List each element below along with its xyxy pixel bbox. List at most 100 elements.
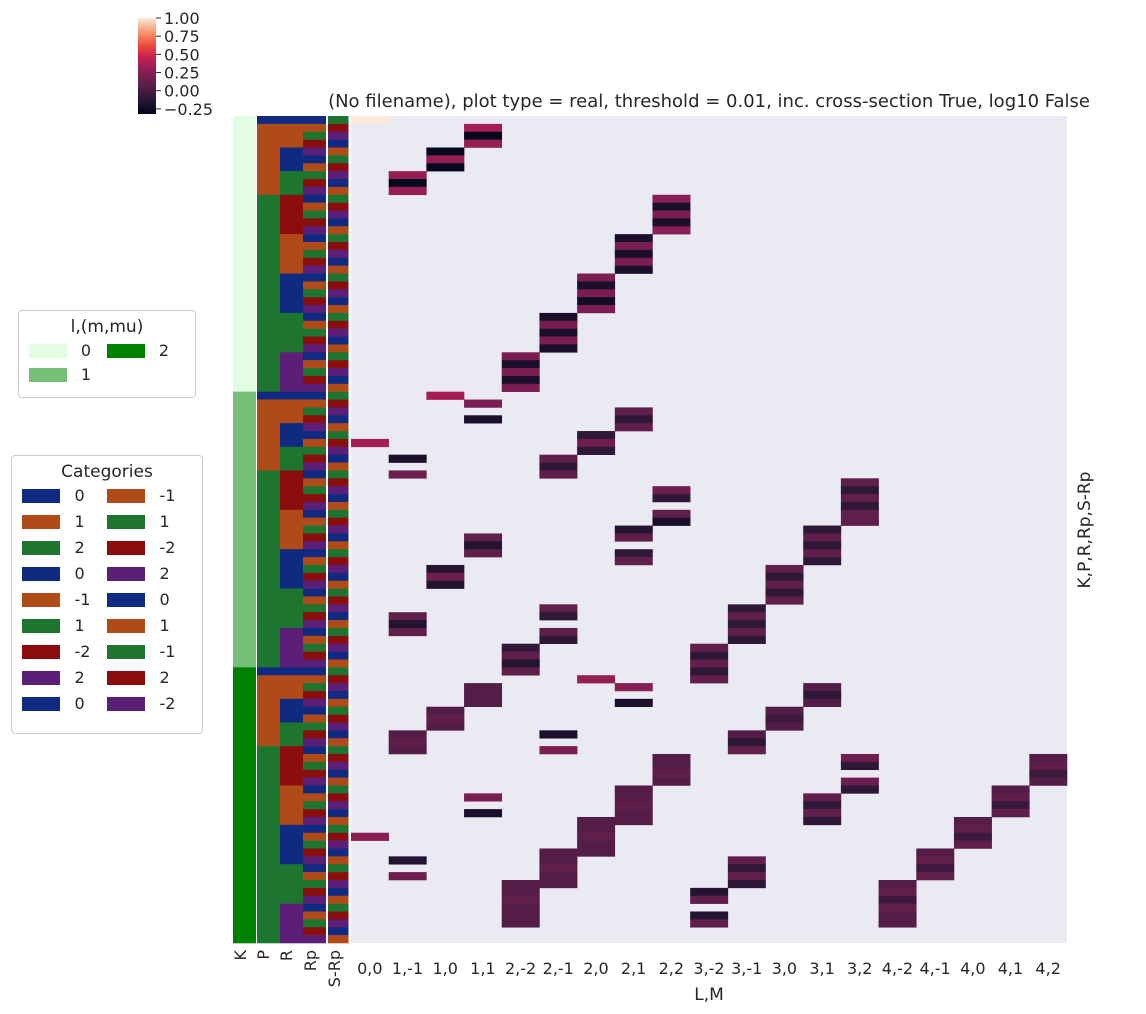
row-strip-Rp [303,423,326,432]
legend-category-swatch [22,540,60,555]
row-strip-Rp [303,793,326,802]
heatmap-cell [652,753,691,763]
row-strip-Rp [303,486,326,495]
row-strip-Rp [303,549,326,558]
row-strip-Rp [303,541,326,550]
heatmap-cell [464,415,503,424]
row-strip-R [280,171,303,196]
heatmap-cell [803,683,842,692]
row-strip-S-Rp [328,289,350,298]
row-strip-P [257,675,280,747]
row-strip-S-Rp [328,525,350,534]
colorbar-tick-label: 0.50 [164,45,200,64]
heatmap-cell [803,557,842,566]
heatmap-cell [577,438,616,448]
row-strip-R [280,722,303,747]
heatmap-cell [614,249,653,259]
heatmap-cell [539,470,578,479]
heatmap-cell [803,690,842,700]
heatmap-cell [614,242,653,251]
row-strip-S-Rp [328,297,350,306]
row-strip-Rp [303,714,326,723]
heatmap-cell [501,667,540,676]
heatmap-cell [539,336,578,345]
heatmap-cell [765,572,804,581]
heatmap-cell [614,698,653,708]
heatmap-cell [426,572,465,581]
row-strip-R [280,194,303,235]
row-strip-S-Rp [328,226,350,235]
row-strip-S-Rp [328,305,350,314]
heatmap-cell [991,801,1030,810]
heatmap-cell [464,690,503,700]
row-strip-S-Rp [328,627,350,637]
legend-lm: l,(m,mu) 0 2 1 [18,310,196,398]
row-strip-R [280,423,303,448]
heatmap-cell [426,706,465,715]
row-strip-Rp [303,753,326,763]
row-strip-K [233,116,256,392]
legend-category-swatch [106,488,145,503]
row-strip-Rp [303,147,326,156]
x-axis-label: L,M [694,985,724,1005]
row-strip-S-Rp [328,935,350,944]
heatmap-cell [577,281,616,290]
row-strip-S-Rp [328,730,350,739]
row-strip-S-Rp [328,478,350,487]
row-annotation-label: Rp [301,950,320,971]
x-tick-label: 2,1 [621,959,646,978]
legend-category-swatch [106,566,145,581]
row-strip-S-Rp [328,698,350,708]
legend-category-swatch [106,696,145,711]
row-strip-Rp [303,683,326,692]
heatmap-cell [577,816,616,826]
heatmap-cell [539,635,578,645]
heatmap-cell [539,612,578,621]
row-strip-R [280,627,303,668]
heatmap-cell [501,879,540,889]
heatmap-cell [501,659,540,668]
row-strip-Rp [303,509,326,518]
row-strip-R [280,116,303,125]
legend-category-label: 0 [74,564,85,583]
row-strip-R [280,391,303,400]
row-strip-S-Rp [328,391,350,400]
row-strip-R [280,588,303,629]
row-strip-S-Rp [328,659,350,668]
row-strip-Rp [303,935,326,944]
row-strip-P [257,470,280,668]
x-tick-label: 4,1 [998,959,1023,978]
heatmap-cell [878,919,917,928]
row-strip-P [257,391,280,400]
legend-category-label: 0 [74,694,85,713]
row-strip-Rp [303,431,326,440]
row-strip-Rp [303,438,326,448]
legend-lm-title: l,(m,mu) [70,317,144,337]
row-strip-K [233,391,256,668]
row-strip-Rp [303,470,326,479]
heatmap-cell [501,643,540,652]
heatmap-cell [464,809,503,818]
row-strip-S-Rp [328,919,350,928]
row-strip-S-Rp [328,651,350,660]
colorbar-ticks: 1.000.750.500.250.00−0.25 [156,9,213,119]
row-strip-S-Rp [328,517,350,526]
row-strip-Rp [303,864,326,873]
heatmap-cell [577,446,616,455]
heatmap-cell [803,793,842,802]
heatmap-cell [539,730,578,739]
row-strip-Rp [303,123,326,133]
legend-category-label: 0 [74,486,85,505]
heatmap-cell [690,659,729,668]
row-strip-S-Rp [328,415,350,424]
heatmap-cell [878,887,917,897]
heatmap-cell [539,872,578,881]
heatmap-cell [690,895,729,904]
row-strip-S-Rp [328,690,350,700]
row-strip-S-Rp [328,769,350,778]
heatmap-cell [991,793,1030,802]
heatmap-cell [840,761,879,771]
heatmap-cell [351,438,389,448]
heatmap-cell [577,832,616,841]
heatmap-cell [426,391,465,400]
